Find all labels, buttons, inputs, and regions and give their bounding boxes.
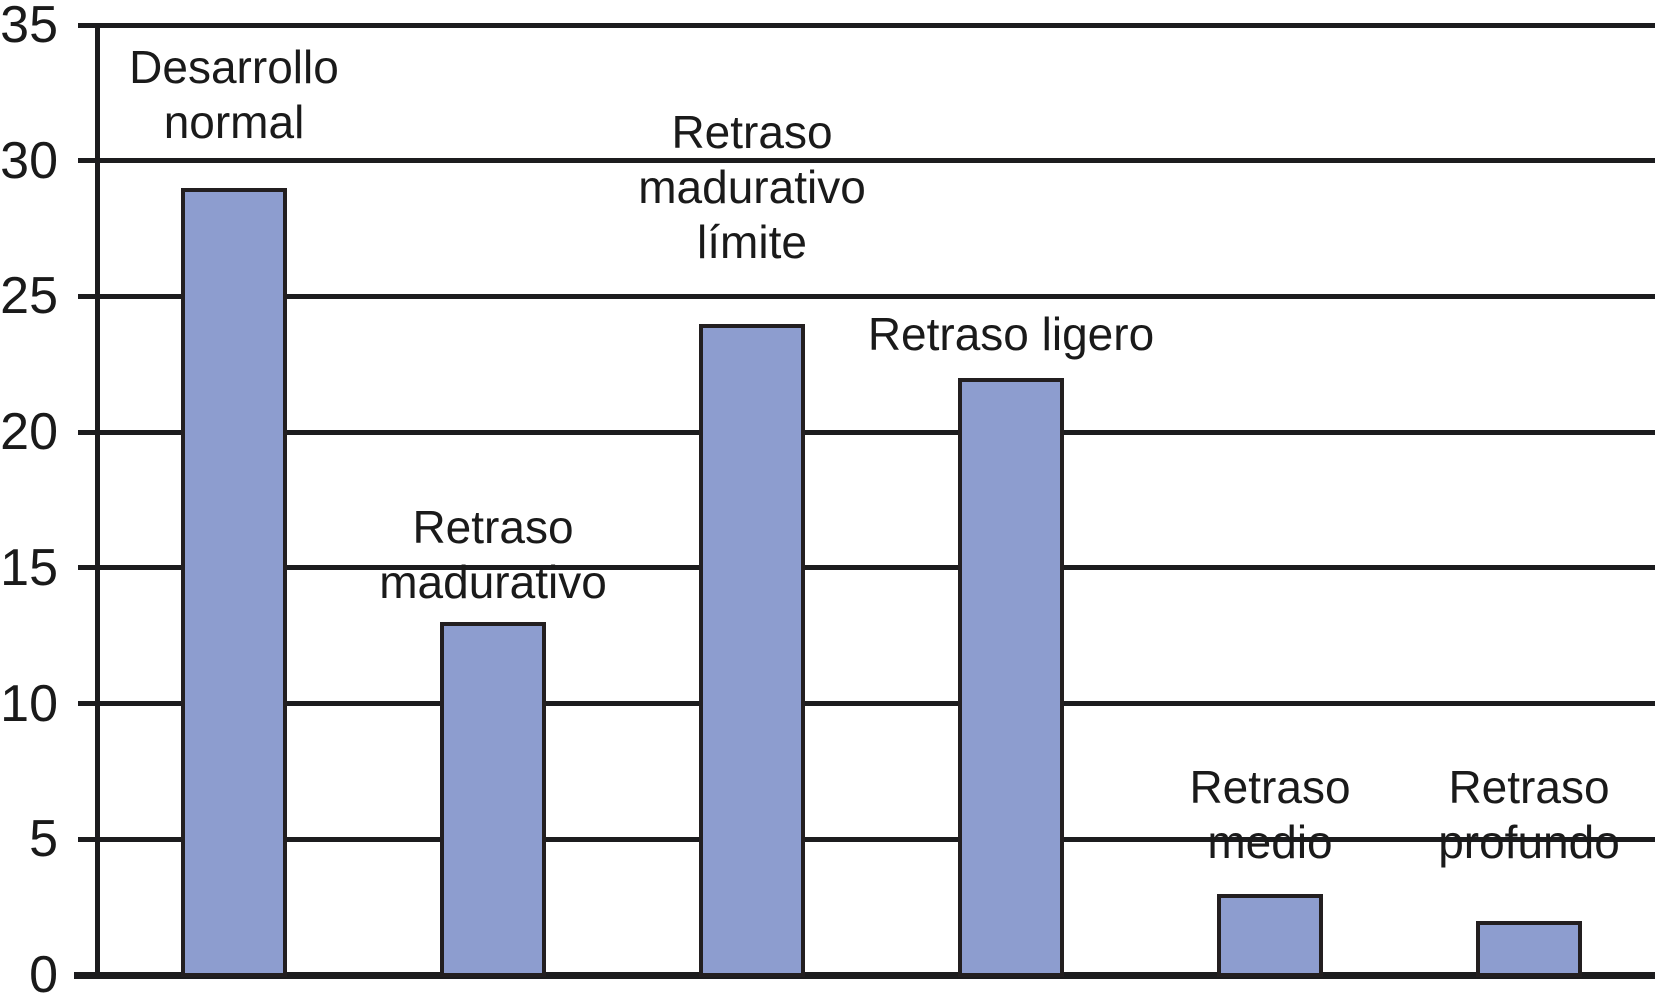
- y-tick-label-30: 30: [0, 131, 58, 190]
- y-tick-label-10: 10: [0, 674, 58, 733]
- category-label-retraso-madurativo-limite: Retraso madurativo límite: [638, 105, 866, 268]
- y-tick-label-25: 25: [0, 267, 58, 326]
- y-tick-label-15: 15: [0, 538, 58, 597]
- gridline-25: [78, 293, 1655, 299]
- gridline-5: [78, 836, 1655, 842]
- category-label-retraso-ligero: Retraso ligero: [867, 307, 1155, 360]
- bar-retraso-profundo: [1476, 920, 1582, 977]
- y-tick-label-35: 35: [0, 0, 58, 54]
- gridline-15: [78, 565, 1655, 571]
- bar-retraso-madurativo-limite: [699, 323, 805, 977]
- category-label-desarrollo-normal: Desarrollo normal: [129, 40, 339, 148]
- category-label-retraso-profundo: Retraso profundo: [1438, 760, 1620, 868]
- gridline-20: [78, 429, 1655, 435]
- y-tick-label-20: 20: [0, 403, 58, 462]
- category-label-retraso-medio: Retraso medio: [1189, 760, 1351, 868]
- bar-retraso-madurativo: [440, 622, 546, 977]
- y-tick-label-0: 0: [29, 946, 58, 1001]
- gridline-10: [78, 701, 1655, 707]
- bar-retraso-medio: [1217, 893, 1323, 977]
- y-axis-line: [95, 22, 100, 979]
- x-axis-line: [74, 971, 1655, 979]
- bar-retraso-ligero: [958, 377, 1064, 977]
- gridline-35: [78, 22, 1655, 28]
- gridline-30: [78, 158, 1655, 164]
- bar-desarrollo-normal: [181, 187, 287, 977]
- category-label-retraso-madurativo: Retraso madurativo: [379, 501, 607, 609]
- y-tick-label-5: 5: [29, 810, 58, 869]
